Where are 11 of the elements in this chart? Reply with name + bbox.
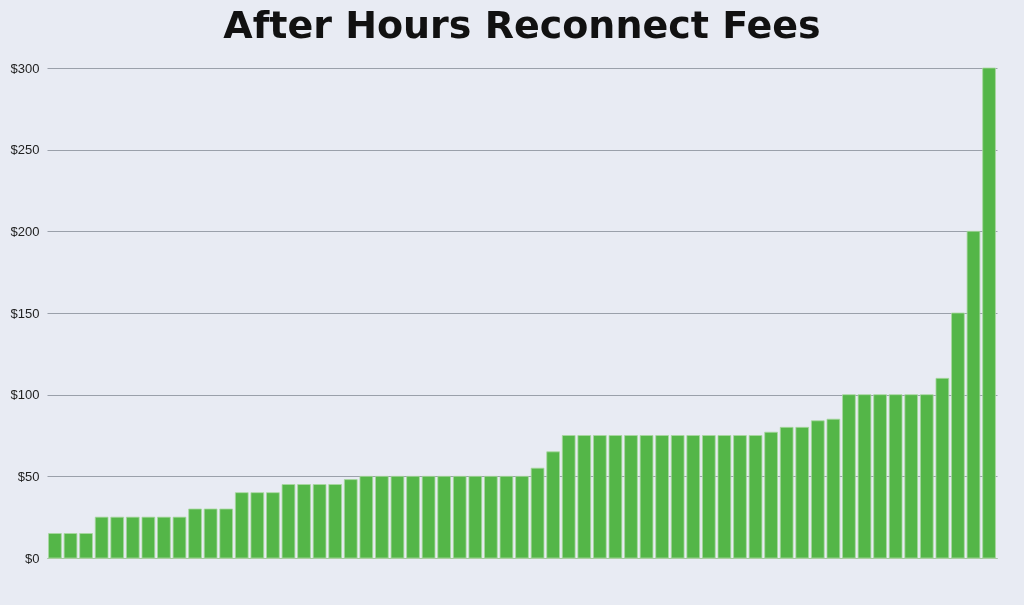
y-tick-label: $50	[17, 468, 40, 484]
y-tick-label: $250	[10, 142, 40, 158]
y-tick-label: $0	[25, 550, 40, 566]
bar	[515, 475, 529, 559]
chart-title: After Hours Reconnect Fees	[223, 3, 821, 47]
bar	[624, 435, 638, 559]
bar	[406, 475, 420, 559]
y-tick-label: $150	[10, 305, 40, 321]
y-tick-label: $100	[10, 387, 40, 403]
y-tick-label: $200	[10, 223, 40, 239]
y-tick-label: $300	[10, 60, 40, 76]
